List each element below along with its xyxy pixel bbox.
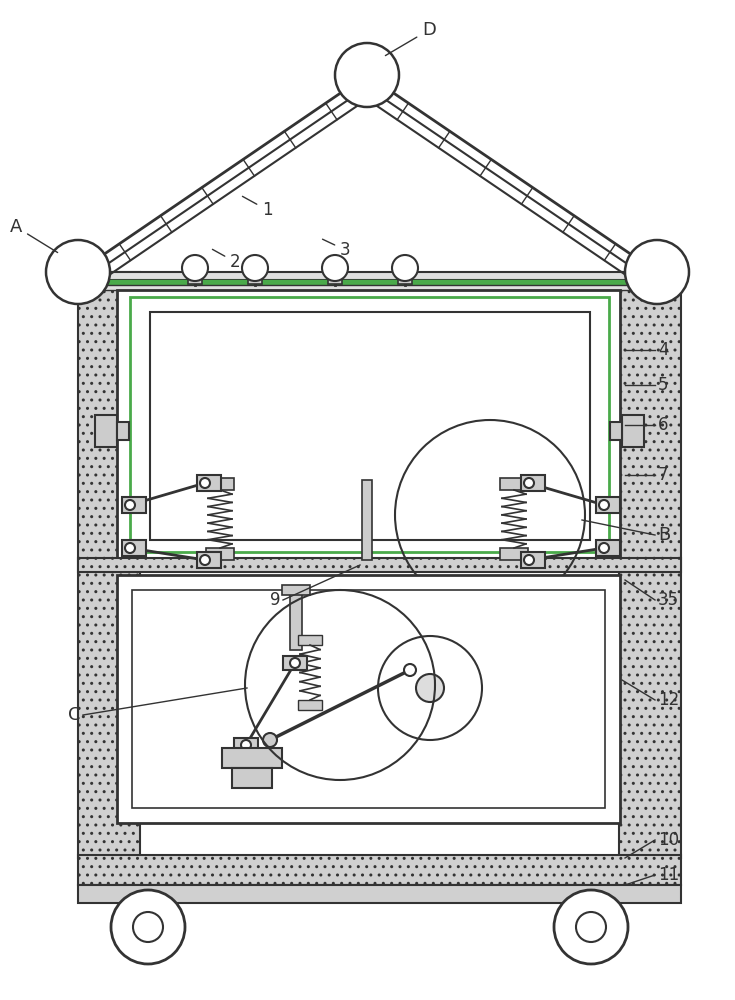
Circle shape [125, 543, 135, 553]
Bar [130, 297, 609, 552]
Bar [78, 558, 681, 572]
Circle shape [242, 255, 268, 281]
Circle shape [524, 478, 534, 488]
Circle shape [335, 43, 399, 107]
Bar [197, 552, 221, 568]
Bar [398, 274, 412, 284]
Circle shape [263, 733, 277, 747]
Bar [122, 497, 146, 513]
Bar [78, 280, 681, 285]
Bar [150, 312, 590, 540]
Bar [78, 885, 681, 903]
Circle shape [625, 240, 689, 304]
Circle shape [599, 543, 609, 553]
Text: 3: 3 [323, 239, 351, 259]
Circle shape [125, 500, 135, 510]
Circle shape [46, 240, 110, 304]
Bar [248, 274, 262, 284]
Bar [122, 540, 146, 556]
Bar [622, 415, 644, 447]
Circle shape [599, 500, 609, 510]
Bar [596, 540, 620, 556]
Bar [282, 585, 310, 595]
Bar [298, 635, 322, 645]
Circle shape [133, 912, 163, 942]
Bar [290, 590, 302, 650]
Bar [78, 272, 140, 858]
Circle shape [322, 255, 348, 281]
Bar [234, 738, 258, 752]
Bar [188, 274, 202, 284]
Text: 7: 7 [658, 466, 669, 484]
Bar [619, 272, 681, 858]
Bar [521, 475, 545, 491]
Bar [500, 548, 528, 560]
Circle shape [290, 658, 300, 668]
Bar [521, 552, 545, 568]
Text: 2: 2 [212, 249, 240, 271]
Circle shape [200, 555, 210, 565]
Bar [206, 548, 234, 560]
Text: C: C [68, 706, 81, 724]
Circle shape [241, 740, 251, 750]
Text: 4: 4 [658, 341, 669, 359]
Bar [206, 478, 234, 490]
Circle shape [111, 890, 185, 964]
Circle shape [378, 636, 482, 740]
Circle shape [404, 664, 416, 676]
Bar [222, 748, 282, 768]
Bar [298, 700, 322, 710]
Bar [117, 290, 620, 558]
Bar [610, 422, 622, 440]
Text: 11: 11 [658, 866, 679, 884]
Text: A: A [10, 218, 57, 253]
Circle shape [182, 255, 208, 281]
Circle shape [576, 912, 606, 942]
Text: 6: 6 [658, 416, 669, 434]
Text: 35: 35 [658, 591, 679, 609]
Text: 12: 12 [658, 691, 679, 709]
Text: D: D [385, 21, 436, 56]
Text: 5: 5 [658, 376, 669, 394]
Bar [78, 855, 681, 885]
Text: 10: 10 [658, 831, 679, 849]
Bar [197, 475, 221, 491]
Text: B: B [658, 526, 670, 544]
Circle shape [392, 255, 418, 281]
Bar [596, 497, 620, 513]
Circle shape [554, 890, 628, 964]
Bar [78, 285, 681, 290]
Bar [117, 575, 620, 823]
Bar [78, 272, 681, 280]
Bar [362, 480, 372, 560]
Bar [132, 590, 605, 808]
Text: 9: 9 [270, 591, 281, 609]
Bar [95, 415, 117, 447]
Bar [500, 478, 528, 490]
Circle shape [200, 478, 210, 488]
Bar [232, 768, 272, 788]
Bar [283, 656, 307, 670]
Circle shape [524, 555, 534, 565]
Text: 1: 1 [243, 196, 273, 219]
Circle shape [416, 674, 444, 702]
Bar [117, 422, 129, 440]
Bar [328, 274, 342, 284]
